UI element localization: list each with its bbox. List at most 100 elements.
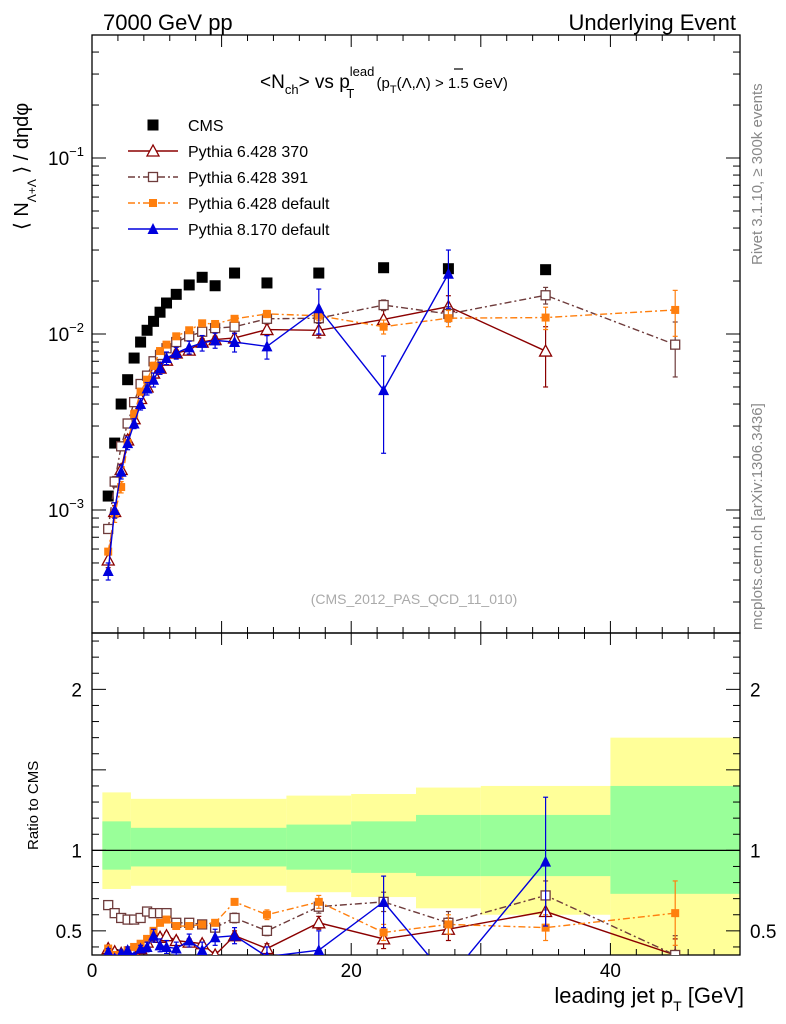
legend-marker [145,143,161,157]
ratio-data-point [311,915,326,929]
ratio-band-green [130,827,287,867]
ratio-data-point [131,950,137,955]
data-point [161,297,173,309]
data-point [154,362,166,374]
ratio-series-line [107,901,676,955]
chart-title-cut-open: (p [372,75,390,92]
y-tick-label: 10−3 [48,496,84,522]
chart-title-cut-sub: T [390,84,397,96]
y-axis-label-sub: Λ+Λ [25,179,39,202]
data-point [313,302,325,314]
chart-title-vs: > vs p [299,72,350,93]
ratio-data-point [229,929,241,941]
ratio-data-point [162,915,171,924]
ratio-frame [91,632,741,956]
data-point [130,410,139,419]
series-pythia-6-428-default [104,289,680,556]
series-pythia-6-428-370 [101,295,553,569]
x-axis-label-unit: [GeV] [682,983,744,1008]
chart-title-p-sup: lead [350,64,375,79]
ratio-data-point [229,912,240,924]
data-point [136,387,145,396]
data-point [379,322,388,331]
header-left: 7000 GeV pp [103,10,233,35]
ratio-data-point [103,899,114,911]
data-point [128,417,140,429]
data-point [148,373,160,385]
data-point [259,322,275,336]
ratio-data-point [103,945,113,955]
ratio-band-green [102,821,131,870]
data-point [135,336,147,348]
legend-marker [149,199,157,207]
ratio-band-green [610,785,740,894]
data-point [671,305,680,314]
data-point [540,264,552,276]
ratio-data-point [379,928,388,937]
data-point [109,503,121,515]
ratio-data-point [161,940,173,952]
y-tick-exp: −2 [69,320,84,335]
data-point [183,279,195,291]
data-point [230,314,239,323]
data-point [442,267,454,279]
data-point [540,290,551,301]
series-cms [102,262,552,502]
rivet-label: Rivet 3.1.10, ≥ 300k events [749,83,766,265]
data-point [141,382,153,394]
data-point [197,326,208,337]
x-tick-label: 20 [341,961,362,982]
main-panel: 10−310−210−1 [48,34,741,634]
ratio-data-point [443,973,454,984]
ratio-band-green [286,824,352,870]
ratio-data-point [170,942,182,954]
data-point [198,319,207,328]
ratio-data-point [185,922,194,931]
chart-title-n: <N [260,72,285,93]
ratio-data-point [117,947,125,955]
x-tick-label: 0 [87,961,98,982]
data-point [209,334,221,346]
ratio-data-point [156,918,165,927]
ratio-data-point [196,944,208,955]
y-tick-exp: −1 [69,144,84,159]
data-point [378,384,390,396]
ratio-data-point [211,918,220,927]
ratio-y-tick-label-right: 0.5 [750,922,776,943]
ratio-data-point [540,855,552,867]
ratio-data-point [264,950,270,955]
ratio-data-point [261,925,273,936]
ratio-series-layer [101,796,681,984]
data-point [102,565,114,577]
ratio-data-point [141,940,153,952]
data-point [262,309,271,318]
y-axis-label-close: ⟩ / dηdφ [11,103,33,179]
legend-marker [147,119,159,131]
data-point [117,483,126,492]
ratio-data-point [211,947,220,955]
y-tick-label: 10−2 [48,320,84,346]
data-point [538,343,553,357]
chart-title: <Nch> vs plead T (pT(Λ,Λ) > 1.5 GeV) [260,64,508,101]
y-axis-label: ⟨ NΛ+Λ ⟩ / dηdφ [11,103,39,230]
legend-label: Pythia 6.428 370 [188,144,308,161]
data-point [444,314,453,323]
data-point [261,277,273,289]
data-point [196,271,208,283]
ratio-data-point [313,944,325,955]
chart-title-p-sub: T [346,86,354,101]
x-axis-label-sub: T [673,998,682,1014]
chart-title-n-sub: ch [285,82,299,97]
data-point [185,326,194,335]
ratio-data-point [172,922,181,931]
data-point [209,280,221,292]
data-point [211,319,220,328]
ratio-data-point [230,897,239,906]
ratio-data-point [183,934,195,946]
data-point [170,346,182,358]
ratio-data-point [444,920,453,929]
ratio-band-green [351,821,416,873]
series-pythia-8-170-default [102,249,454,581]
data-point [172,332,181,341]
